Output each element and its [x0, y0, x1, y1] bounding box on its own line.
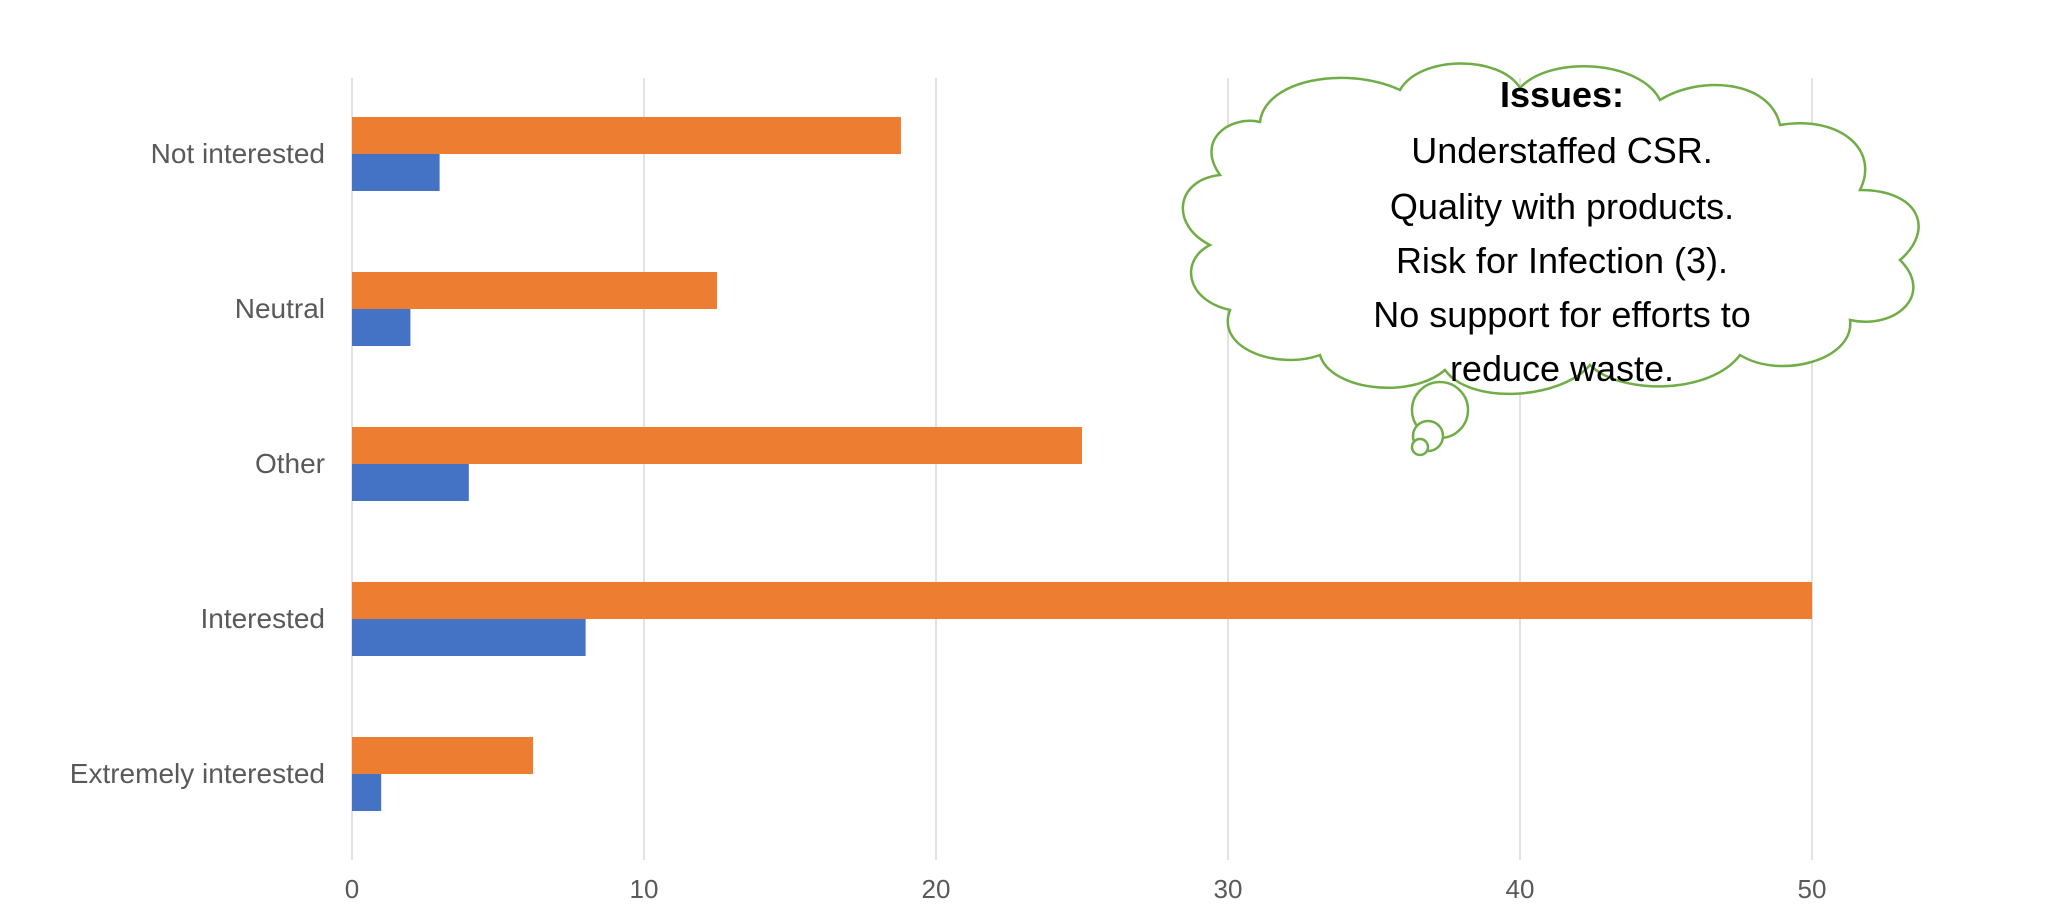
bar-series-1	[352, 582, 1812, 619]
category-label: Neutral	[235, 293, 325, 324]
bar-series-1	[352, 117, 901, 154]
bar-series-2	[352, 619, 586, 656]
bar-series-1	[352, 272, 717, 309]
callout-line: Risk for Infection (3).	[1396, 240, 1728, 281]
bars	[352, 117, 1812, 811]
bar-series-1	[352, 737, 534, 774]
category-label: Interested	[200, 603, 325, 634]
callout-line: reduce waste.	[1450, 348, 1674, 389]
bar-series-1	[352, 427, 1082, 464]
x-tick-labels: 0 10 20 30 40 50	[345, 874, 1827, 904]
cloud-shape	[1181, 62, 1920, 395]
bar-series-2	[352, 774, 382, 811]
category-label: Other	[255, 448, 325, 479]
x-tick-label: 0	[345, 874, 359, 904]
category-label: Not interested	[151, 138, 325, 169]
bar-series-2	[352, 464, 469, 501]
x-tick-label: 30	[1214, 874, 1243, 904]
x-tick-label: 50	[1798, 874, 1827, 904]
callout-line: Understaffed CSR.	[1411, 130, 1712, 171]
bubble-dot-small	[1410, 437, 1430, 457]
callout-title: Issues:	[1500, 74, 1624, 115]
category-label: Extremely interested	[70, 758, 325, 789]
bar-series-2	[352, 309, 411, 346]
category-labels: Not interested Neutral Other Interested Extr…	[70, 138, 325, 789]
bar-series-2	[352, 154, 440, 191]
thought-bubble-callout: Issues: Understaffed CSR. Quality with p…	[1181, 62, 1920, 457]
x-tick-label: 20	[922, 874, 951, 904]
x-tick-label: 40	[1506, 874, 1535, 904]
callout-line: No support for efforts to	[1373, 294, 1751, 335]
x-tick-label: 10	[630, 874, 659, 904]
callout-line: Quality with products.	[1390, 186, 1734, 227]
